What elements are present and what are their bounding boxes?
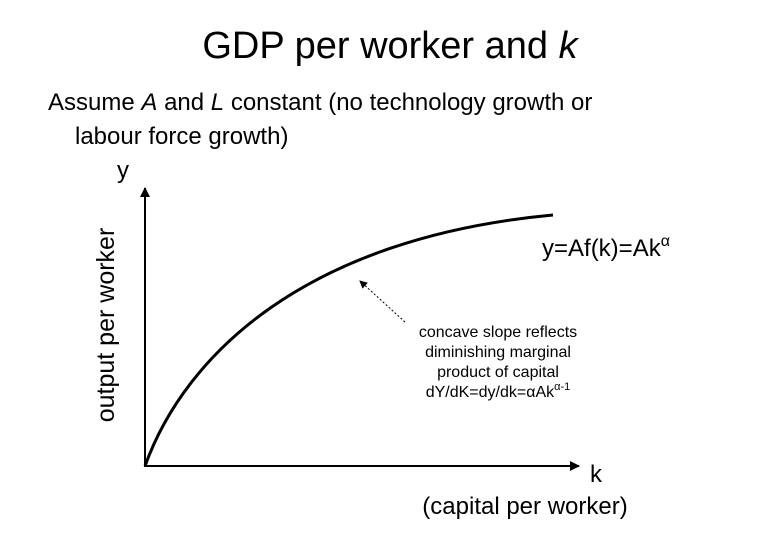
- production-curve: [143, 213, 554, 467]
- annotation-line: concave slope reflects: [419, 324, 577, 341]
- subtitle-part: A: [139, 89, 157, 116]
- x-axis-label: (capital per worker): [422, 493, 627, 520]
- subtitle-part: and: [164, 89, 204, 116]
- curve-label-superscript: α: [661, 233, 670, 250]
- subtitle-part: constant (no technology growth or: [231, 89, 593, 116]
- annotation-line: diminishing marginal: [425, 344, 571, 361]
- y-axis-symbol: y: [117, 157, 129, 184]
- annotation-line: product of capital: [437, 364, 559, 381]
- curve-label-text: y=Af(k)=Ak: [542, 235, 662, 262]
- annotation-formula-superscript: α-1: [554, 381, 570, 393]
- title-text: GDP per worker and: [202, 25, 548, 67]
- annotation-formula: dY/dK=dy/dk=αAkα-1: [426, 381, 571, 401]
- subtitle-line: Assume A and L constant (no technology g…: [48, 89, 592, 116]
- annotation-arrow: [359, 280, 406, 323]
- annotation-formula-text: dY/dK=dy/dk=αAk: [426, 384, 555, 401]
- subtitle-part: Assume: [48, 89, 135, 116]
- subtitle-part: L: [211, 89, 224, 116]
- y-axis-label: output per worker: [92, 228, 120, 423]
- curve-label: y=Af(k)=Akα: [542, 233, 670, 262]
- title: GDP per worker and k: [202, 25, 579, 67]
- x-axis-symbol: k: [590, 461, 603, 488]
- subtitle-line: labour force growth): [75, 123, 288, 150]
- title-variable: k: [559, 25, 580, 67]
